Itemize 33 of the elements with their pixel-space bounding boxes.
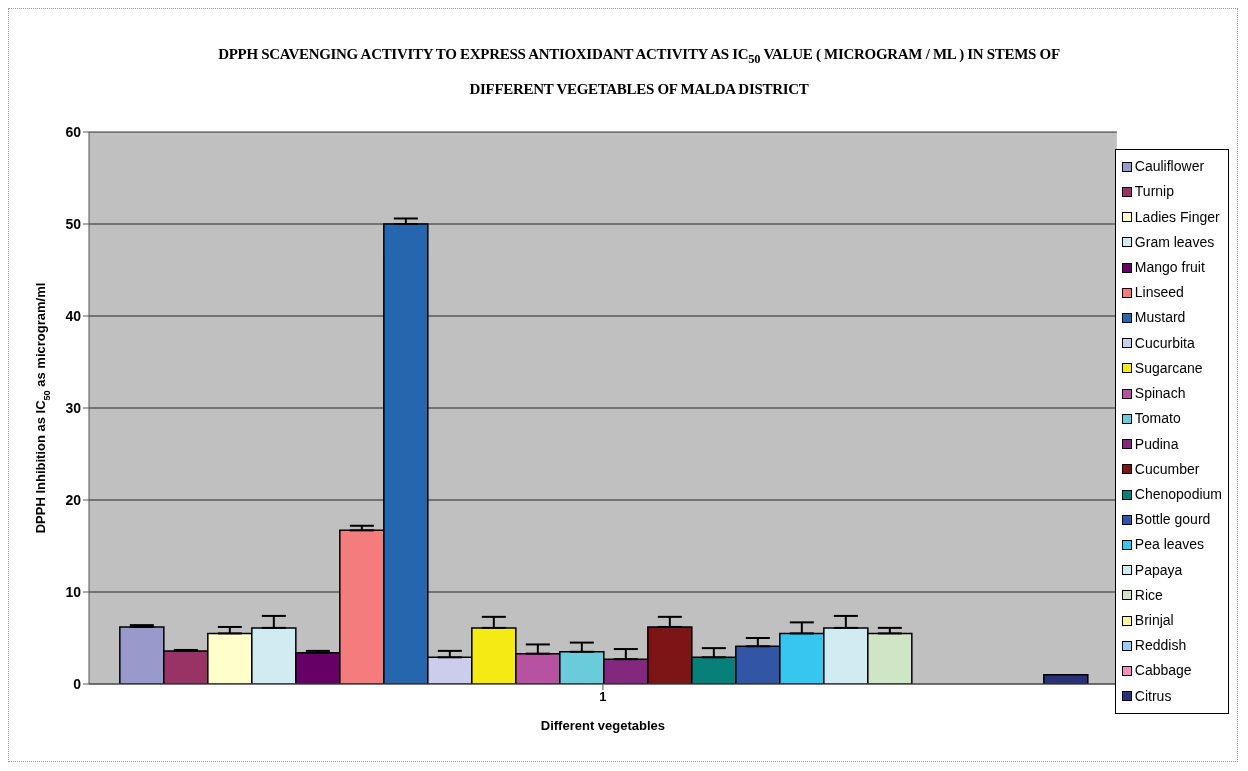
- legend-label: Spinach: [1134, 384, 1186, 404]
- x-tick-label: 1: [599, 689, 607, 705]
- legend-label: Gram leaves: [1134, 232, 1215, 252]
- legend-label: Pea leaves: [1134, 535, 1205, 555]
- legend-label: Cucurbita: [1134, 333, 1195, 353]
- legend-label: Rice: [1134, 585, 1163, 605]
- legend-label: Cauliflower: [1134, 157, 1205, 177]
- chart-title: DPPH SCAVENGING ACTIVITY TO EXPRESS ANTIOXIDANT ACTIVITY AS IC$_{50}$ VALUE ( MICROGRAM / ML ) IN STEMS OF DIFFERENT VEGETABLES OF MALDA DISTRICT: [218, 46, 1060, 97]
- legend-label: Tomato: [1134, 409, 1181, 429]
- y-tick-label: 10: [65, 583, 82, 600]
- legend-label: Pudina: [1134, 434, 1179, 454]
- legend-label: Brinjal: [1134, 610, 1174, 630]
- y-tick-label: 60: [65, 123, 82, 140]
- legend-label: Ladies Finger: [1134, 207, 1220, 227]
- legend-label: Chenopodium: [1134, 484, 1222, 504]
- x-axis-title: Different vegetables: [540, 718, 666, 733]
- legend-label: Reddish: [1134, 636, 1187, 656]
- legend-label: Cabbage: [1134, 661, 1192, 681]
- y-tick-label: 20: [65, 491, 82, 508]
- legend-label: Mustard: [1134, 308, 1186, 328]
- legend-label: Linseed: [1134, 283, 1184, 303]
- bar: [1043, 674, 1089, 684]
- y-tick-label: 30: [65, 399, 82, 416]
- legend-label: Sugarcane: [1134, 358, 1203, 378]
- legend-label: Bottle gourd: [1134, 510, 1211, 530]
- legend-label: Papaya: [1134, 560, 1183, 580]
- legend-label: Cucumber: [1134, 459, 1200, 479]
- legend-label: Citrus: [1134, 686, 1172, 706]
- y-tick-label: 40: [65, 307, 82, 324]
- y-tick-label: 0: [73, 675, 82, 692]
- legend-label: Turnip: [1134, 182, 1174, 202]
- legend-label: Mango fruit: [1134, 258, 1205, 278]
- y-tick-label: 50: [65, 215, 82, 232]
